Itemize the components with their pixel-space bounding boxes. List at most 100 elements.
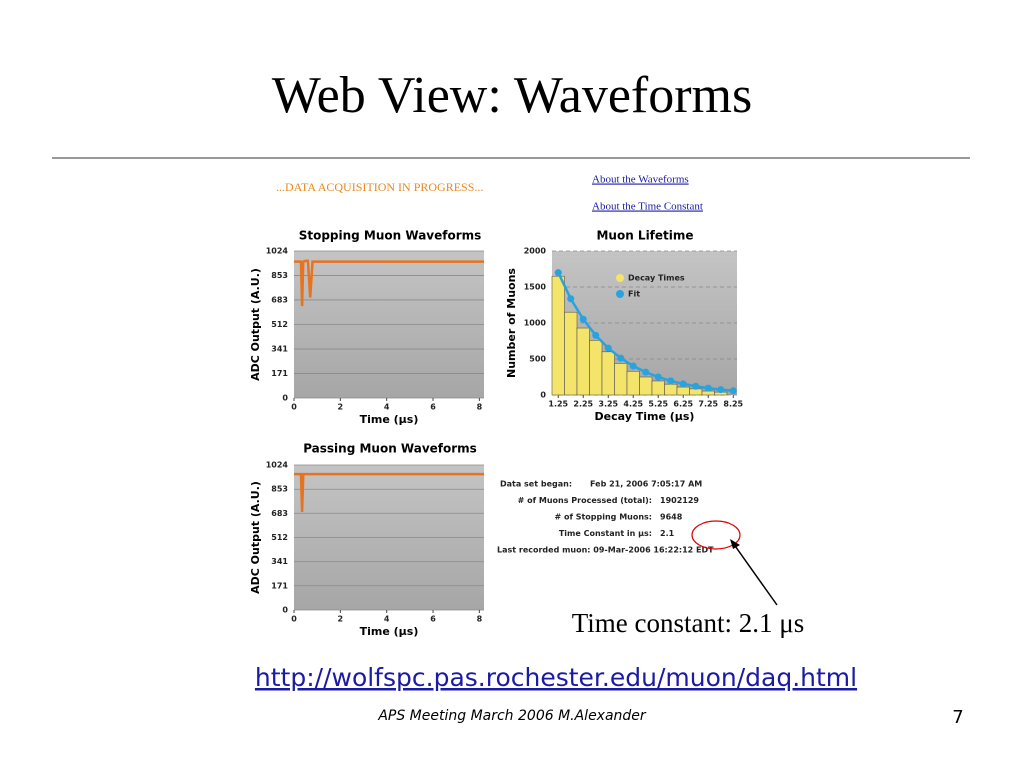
y-tick-label: 0 <box>282 394 288 403</box>
fit-point <box>692 382 700 390</box>
legend-label: Decay Times <box>628 274 685 283</box>
y-tick-label: 853 <box>271 271 288 280</box>
y-tick-label: 1024 <box>266 461 289 470</box>
arrow <box>732 542 778 606</box>
y-tick-label: 171 <box>271 581 288 590</box>
y-tick-label: 1500 <box>524 283 547 292</box>
y-tick-label: 1000 <box>524 319 547 328</box>
bar <box>576 327 590 396</box>
bar <box>589 339 603 396</box>
stat-value: 9648 <box>660 513 683 522</box>
fit-point <box>554 269 562 277</box>
stat-label: # of Muons Processed (total): <box>518 496 652 505</box>
x-tick-label: 2.25 <box>573 400 593 409</box>
x-tick-label: 6 <box>430 615 436 624</box>
x-axis-label: Decay Time (µs) <box>595 410 695 423</box>
bar <box>639 376 653 396</box>
stat-row: Last recorded muon: 09-Mar-2006 16:22:12… <box>497 546 714 555</box>
bar <box>676 386 690 396</box>
y-tick-label: 512 <box>271 320 288 329</box>
fit-point <box>592 331 600 339</box>
x-tick-label: 2 <box>338 615 344 624</box>
bar <box>689 388 703 396</box>
x-tick-label: 0 <box>291 615 297 624</box>
fit-point <box>567 295 575 303</box>
y-axis-label: Number of Muons <box>505 268 518 378</box>
waveform <box>294 472 484 513</box>
legend-label: Fit <box>628 290 640 299</box>
page-number: 7 <box>952 707 963 728</box>
url[interactable]: http://wolfspc.pas.rochester.edu/muon/da… <box>255 663 857 692</box>
fit-point <box>629 362 637 370</box>
x-tick-label: 8 <box>477 615 483 624</box>
y-tick-label: 853 <box>271 485 288 494</box>
fit-point <box>667 377 675 385</box>
x-tick-label: 0 <box>291 403 297 412</box>
link[interactable]: About the Waveforms <box>592 174 689 186</box>
fit-point <box>604 344 612 352</box>
y-tick-label: 500 <box>529 355 546 364</box>
highlight <box>691 520 741 550</box>
x-tick-label: 6.25 <box>673 400 693 409</box>
stat-value: 1902129 <box>660 496 699 505</box>
bar <box>651 380 665 396</box>
y-tick-label: 2000 <box>524 247 547 256</box>
annotation: Time constant: 2.1 μs <box>572 608 805 638</box>
status: ...DATA ACQUISITION IN PROGRESS... <box>276 180 483 194</box>
x-tick-label: 6 <box>430 403 436 412</box>
stat-value: Feb 21, 2006 7:05:17 AM <box>590 480 702 489</box>
legend-swatch <box>616 290 624 298</box>
y-axis-label: ADC Output (A.U.) <box>249 268 262 381</box>
bar <box>551 275 565 396</box>
stat-label: Time Constant in µs: <box>559 529 652 538</box>
legend-swatch <box>616 274 624 282</box>
stat-value: 2.1 <box>660 529 675 538</box>
fit-point <box>617 354 625 362</box>
fit-point <box>729 387 737 395</box>
bar <box>564 311 578 396</box>
chart-title: Stopping Muon Waveforms <box>299 229 482 243</box>
fit-point <box>579 315 587 323</box>
chart-title: Muon Lifetime <box>596 229 693 243</box>
y-tick-label: 171 <box>271 369 288 378</box>
y-tick-label: 0 <box>540 391 546 400</box>
bar <box>664 383 678 396</box>
x-axis-label: Time (µs) <box>360 625 419 638</box>
y-tick-label: 683 <box>271 509 288 518</box>
x-tick-label: 4 <box>384 615 390 624</box>
fit-point <box>654 373 662 381</box>
y-tick-label: 0 <box>282 606 288 615</box>
y-tick-label: 341 <box>271 345 288 354</box>
x-tick-label: 1.25 <box>548 400 568 409</box>
waveform <box>294 259 484 307</box>
fit-point <box>704 384 712 392</box>
x-tick-label: 4 <box>384 403 390 412</box>
fit-point <box>679 380 687 388</box>
y-tick-label: 683 <box>271 295 288 304</box>
chart-title: Passing Muon Waveforms <box>303 442 477 456</box>
y-axis-label: ADC Output (A.U.) <box>249 481 262 594</box>
slide-title: Web View: Waveforms <box>272 67 752 124</box>
footer: APS Meeting March 2006 M.Alexander <box>377 708 647 724</box>
x-tick-label: 2 <box>338 403 344 412</box>
fit-point <box>717 386 725 394</box>
x-tick-label: 4.25 <box>623 400 643 409</box>
stats: Data set began: Feb 21, 2006 7:05:17 AM # … <box>497 480 714 555</box>
y-tick-label: 341 <box>271 557 288 566</box>
bar <box>614 363 628 396</box>
link[interactable]: About the Time Constant <box>592 201 703 213</box>
x-axis-label: Time (µs) <box>360 413 419 426</box>
arrowhead <box>730 539 740 549</box>
bar <box>701 390 715 396</box>
x-tick-label: 7.25 <box>698 400 718 409</box>
y-tick-label: 1024 <box>266 247 289 256</box>
x-tick-label: 3.25 <box>598 400 618 409</box>
x-tick-label: 8.25 <box>723 400 743 409</box>
x-tick-label: 5.25 <box>648 400 668 409</box>
fit-point <box>642 368 650 376</box>
bar <box>626 370 640 396</box>
stat-label: # of Stopping Muons: <box>554 513 652 522</box>
bar <box>601 351 615 396</box>
stat-label: Data set began: <box>500 480 572 489</box>
